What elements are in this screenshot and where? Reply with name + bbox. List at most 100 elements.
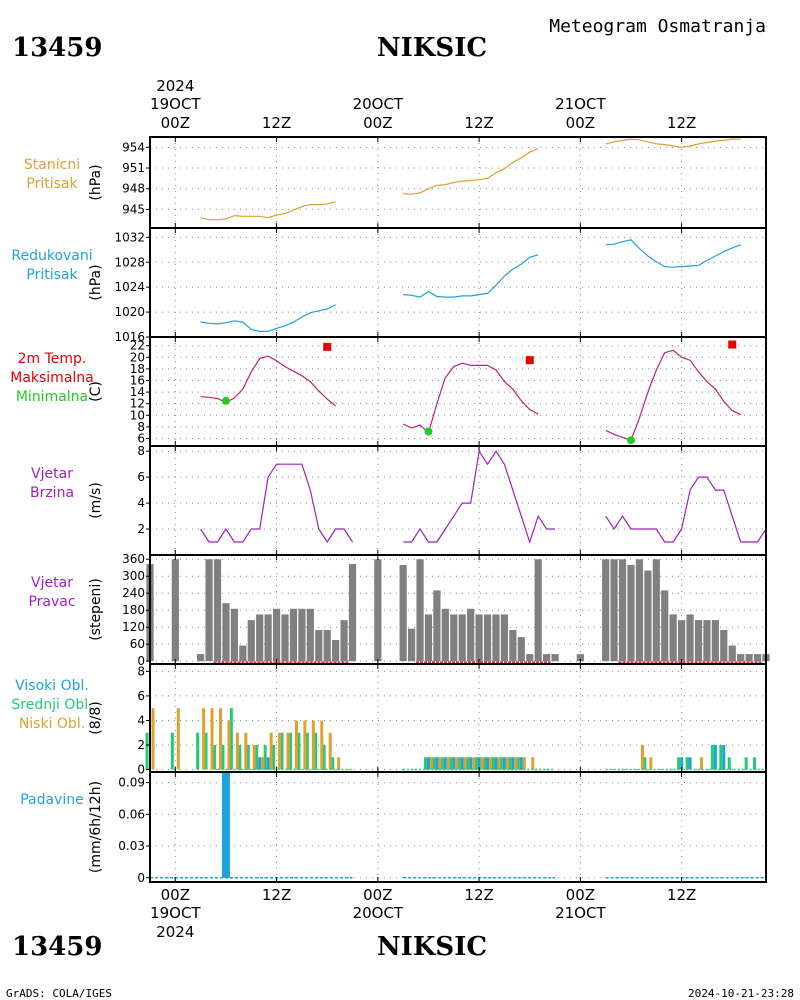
date-label-top: 20OCT bbox=[353, 95, 404, 113]
ytick-label: 948 bbox=[122, 182, 145, 196]
cloud-bar-1 bbox=[255, 745, 259, 770]
ytick-label: 0 bbox=[137, 654, 145, 668]
cloud-bar-0 bbox=[519, 757, 523, 770]
time-label-top: 00Z bbox=[566, 114, 595, 132]
param-label-cloud-cover: Niski Obl. bbox=[19, 716, 85, 732]
wind-direction-bar bbox=[171, 559, 179, 662]
cloud-bar-2 bbox=[505, 757, 509, 770]
cloud-bar-1 bbox=[440, 757, 444, 770]
date-label-bottom: 20OCT bbox=[353, 904, 404, 922]
cloud-bar-0 bbox=[266, 757, 270, 770]
ytick-label: 2 bbox=[137, 522, 145, 536]
panel-frame-precipitation bbox=[149, 771, 767, 883]
min-temp-marker bbox=[221, 396, 230, 405]
cloud-bar-1 bbox=[331, 757, 335, 770]
station-pressure-line bbox=[403, 148, 539, 195]
wind-direction-bar bbox=[239, 645, 247, 662]
station-name-bottom: NIKSIC bbox=[377, 932, 487, 962]
cloud-bar-1 bbox=[466, 757, 470, 770]
cloud-bar-0 bbox=[477, 757, 481, 770]
unit-label-station-pressure: (hPa) bbox=[88, 164, 104, 200]
cloud-bar-2 bbox=[202, 708, 206, 770]
param-label-temperature: 2m Temp. bbox=[18, 351, 87, 367]
ytick-label: 240 bbox=[122, 586, 145, 600]
station-id-bottom: 13459 bbox=[12, 932, 102, 962]
wind-direction-bar bbox=[652, 559, 660, 662]
wind-direction-bar bbox=[720, 630, 728, 662]
cloud-bar-1 bbox=[483, 757, 487, 770]
reduced-pressure-line bbox=[403, 254, 539, 298]
ytick-label: 8 bbox=[137, 420, 145, 434]
wind-direction-bar bbox=[332, 639, 340, 662]
cloud-bar-1 bbox=[196, 732, 200, 770]
station-name-top: NIKSIC bbox=[377, 33, 487, 63]
unit-label-wind-direction: (stepeni) bbox=[88, 578, 104, 641]
cloud-bar-0 bbox=[426, 757, 430, 770]
cloud-bar-1 bbox=[508, 757, 512, 770]
ytick-label: 20 bbox=[130, 350, 145, 364]
wind-direction-bar bbox=[551, 654, 559, 662]
wind-direction-bar bbox=[222, 603, 230, 662]
cloud-bar-2 bbox=[455, 757, 459, 770]
cloud-bar-0 bbox=[486, 757, 490, 770]
ytick-label: 6 bbox=[137, 470, 145, 484]
time-label-top: 00Z bbox=[161, 114, 190, 132]
ytick-label: 10 bbox=[130, 408, 145, 422]
cloud-bar-2 bbox=[244, 732, 248, 770]
wind-speed-line bbox=[200, 463, 354, 544]
ytick-label: 16 bbox=[130, 373, 145, 387]
cloud-bar-2 bbox=[219, 708, 223, 770]
wind-direction-bar bbox=[450, 614, 458, 662]
cloud-bar-2 bbox=[337, 757, 341, 770]
param-label-station-pressure: Pritisak bbox=[26, 176, 78, 192]
ytick-label: 0.03 bbox=[118, 839, 145, 853]
min-temp-marker bbox=[424, 427, 433, 436]
wind-direction-bar bbox=[399, 564, 407, 662]
cloud-bar-2 bbox=[320, 720, 324, 770]
wind-direction-bar bbox=[492, 614, 500, 662]
time-label-bottom: 12Z bbox=[667, 886, 696, 904]
wind-direction-bar bbox=[289, 608, 298, 662]
cloud-bar-1 bbox=[280, 732, 284, 770]
ytick-label: 18 bbox=[130, 362, 145, 376]
cloud-bar-0 bbox=[469, 757, 473, 770]
wind-direction-bar bbox=[458, 614, 466, 662]
cloud-bar-1 bbox=[423, 757, 427, 770]
wind-direction-bar bbox=[416, 559, 424, 662]
cloud-bar-1 bbox=[272, 745, 276, 770]
meteogram-title: Meteogram Osmatranja bbox=[549, 16, 766, 37]
wind-direction-bar bbox=[433, 590, 441, 662]
cloud-bar-1 bbox=[449, 757, 453, 770]
wind-direction-bar bbox=[517, 637, 525, 662]
time-label-bottom: 00Z bbox=[566, 886, 595, 904]
param-label-cloud-cover: Srednji Obl. bbox=[11, 697, 92, 713]
wind-direction-bar bbox=[264, 614, 272, 662]
cloud-bar-1 bbox=[213, 745, 217, 770]
cloud-bar-2 bbox=[278, 732, 282, 770]
cloud-bar-2 bbox=[489, 757, 493, 770]
cloud-bar-1 bbox=[297, 732, 301, 770]
wind-direction-bar bbox=[686, 614, 694, 662]
wind-direction-bar bbox=[407, 628, 416, 662]
time-label-top: 12Z bbox=[464, 114, 493, 132]
precip-bar bbox=[221, 772, 230, 878]
cloud-bar-2 bbox=[294, 720, 298, 770]
cloud-bar-2 bbox=[151, 708, 155, 770]
cloud-bar-2 bbox=[522, 757, 526, 770]
unit-label-precipitation: (mm/6h/12h) bbox=[88, 781, 104, 873]
date-label-top: 19OCT bbox=[150, 95, 201, 113]
ytick-label: 6 bbox=[137, 431, 145, 445]
ytick-label: 4 bbox=[137, 713, 145, 727]
wind-direction-bar bbox=[500, 614, 509, 662]
cloud-bar-1 bbox=[145, 732, 149, 770]
date-label-bottom: 19OCT bbox=[150, 904, 201, 922]
cloud-bar-2 bbox=[699, 757, 703, 770]
param-label-temperature: Minimalna bbox=[16, 389, 88, 405]
cloud-bar-1 bbox=[229, 708, 233, 770]
wind-speed-line bbox=[403, 449, 555, 544]
wind-direction-bar bbox=[256, 614, 264, 662]
station-pressure-line bbox=[605, 138, 741, 148]
cloud-bar-0 bbox=[258, 757, 262, 770]
cloud-bar-0 bbox=[722, 745, 726, 770]
param-label-reduced-pressure: Pritisak bbox=[26, 267, 78, 283]
